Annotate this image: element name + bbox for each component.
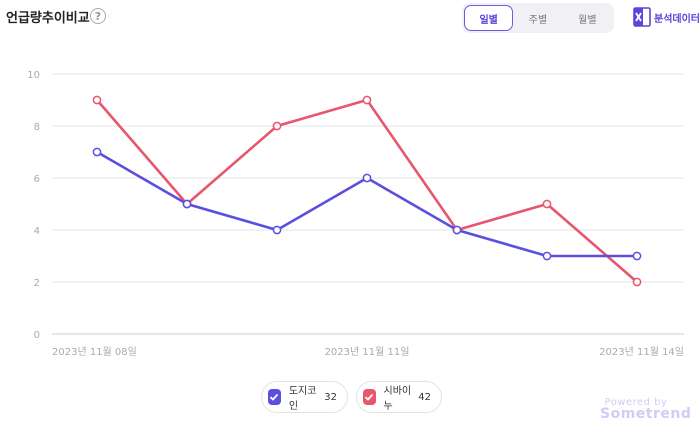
legend-count: 32: [324, 391, 337, 403]
data-point: [272, 121, 282, 131]
y-tick-label: 8: [34, 122, 40, 133]
x-tick-label: 2023년 11월 14일: [599, 346, 684, 358]
tab-daily[interactable]: 일별: [464, 5, 514, 31]
x-tick-label: 2023년 11월 11일: [325, 346, 410, 358]
series-line: [95, 150, 639, 258]
data-point: [452, 225, 462, 235]
checkbox-icon: [363, 389, 376, 405]
tab-monthly[interactable]: 월별: [578, 14, 597, 26]
export-data-button[interactable]: 분석데이터: [633, 7, 700, 27]
data-point: [362, 95, 372, 105]
help-icon[interactable]: ?: [90, 8, 106, 24]
y-tick-label: 0: [34, 330, 40, 341]
legend-item-shiba-inu[interactable]: 시바이누 42: [356, 381, 442, 413]
data-point: [182, 199, 192, 209]
data-point: [362, 173, 372, 183]
data-point: [632, 251, 642, 261]
credit-brand-logo: Sometrend: [600, 406, 692, 422]
y-tick-label: 6: [34, 174, 40, 185]
data-point: [632, 277, 642, 287]
line-chart: 0 2 4 6 8 10 2023년 11월 08일 2023년 11월 11일 2023년 1…: [27, 70, 684, 358]
credit-powered: Powered by: [604, 397, 668, 408]
tab-weekly[interactable]: 주별: [528, 14, 548, 26]
y-tick-label: 2: [34, 278, 40, 289]
legend-item-dogecoin[interactable]: 도지코인 32: [261, 381, 348, 413]
data-point: [92, 147, 102, 157]
period-selector: 일별 주별 월별: [462, 3, 614, 33]
checkbox-icon: [268, 389, 281, 405]
legend-label: 도지코인: [288, 386, 317, 412]
legend-count: 42: [418, 391, 431, 403]
export-label: 분석데이터: [654, 13, 700, 25]
data-point: [92, 95, 102, 105]
chart-title: 언급량추이비교: [6, 11, 90, 26]
data-point: [542, 199, 552, 209]
powered-by-credit: Powered by Sometrend: [600, 397, 692, 422]
legend-label: 시바이누: [383, 386, 412, 412]
data-point: [542, 251, 552, 261]
y-tick-label: 4: [34, 226, 40, 237]
x-tick-label: 2023년 11월 08일: [52, 346, 137, 358]
y-tick-label: 10: [27, 70, 40, 81]
excel-icon: [633, 7, 651, 27]
data-point: [272, 225, 282, 235]
